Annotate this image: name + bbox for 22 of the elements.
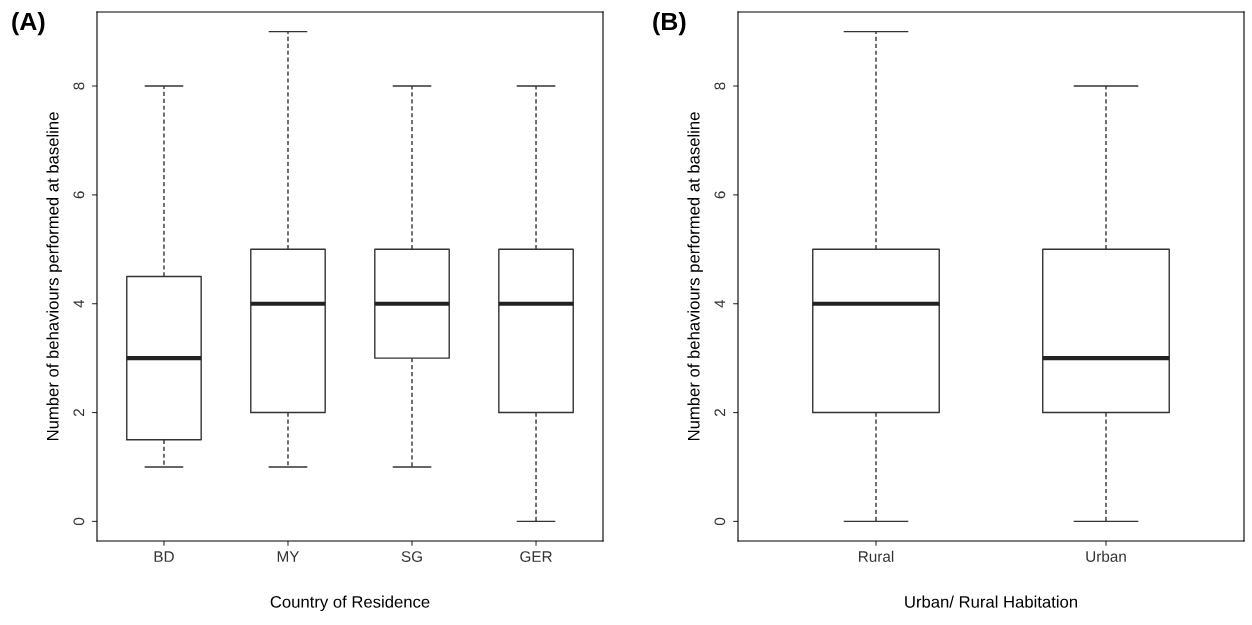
y-tick-label: 8 (714, 82, 726, 90)
x-tick-label: Rural (859, 550, 894, 562)
y-tick-label: 6 (714, 191, 726, 199)
x-tick-label: BD (154, 551, 174, 562)
y-tick-label: 6 (73, 191, 85, 199)
y-tick-label: 8 (73, 82, 85, 90)
y-tick-label: 2 (73, 409, 85, 417)
y-axis-title: Number of behaviours performed at baseline (46, 112, 62, 441)
x-tick-label: SG (401, 551, 422, 562)
y-tick-label: 0 (73, 517, 85, 526)
y-axis-title: Number of behaviours performed at baseline (687, 112, 703, 441)
x-axis-title: Country of Residence (270, 595, 430, 612)
x-axis-title: Urban/ Rural Habitation (905, 595, 1077, 608)
x-tick-label: GER (520, 551, 552, 562)
chart-title: (A) (12, 12, 45, 36)
y-tick-label: 0 (714, 517, 726, 526)
x-tick-label: MY (277, 551, 300, 562)
chart-title: (B) (653, 12, 686, 36)
y-tick-label: 4 (714, 299, 726, 308)
y-tick-label: 2 (714, 409, 726, 417)
x-tick-label: Urban (1086, 550, 1126, 562)
y-tick-label: 4 (73, 299, 85, 308)
